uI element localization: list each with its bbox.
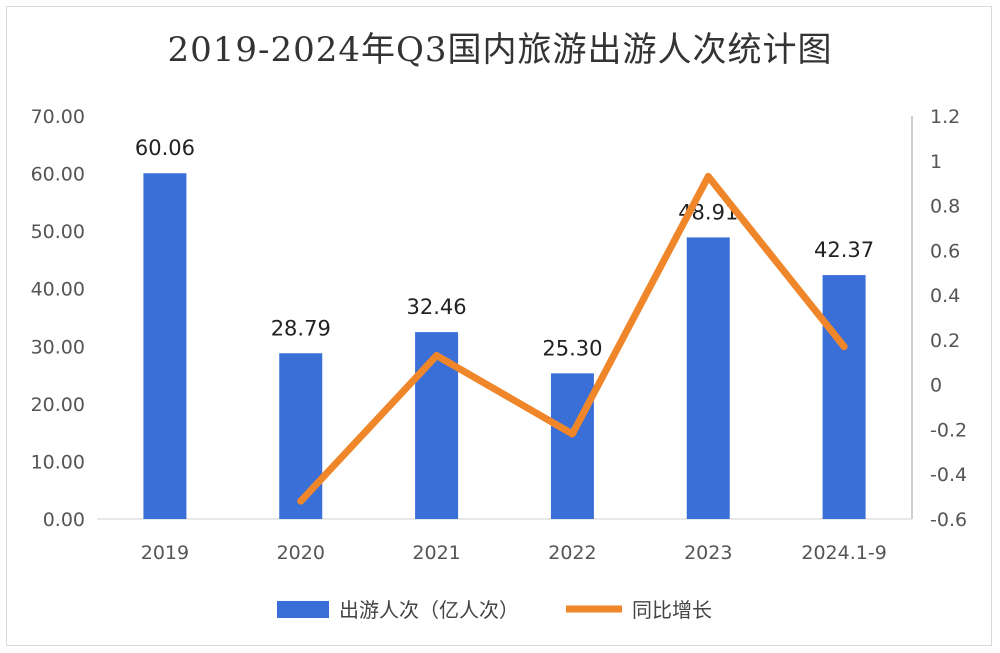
legend-line-label: 同比增长 bbox=[632, 598, 712, 622]
x-axis: 2019 2020 2021 2022 2023 2024.1-9 bbox=[141, 542, 887, 564]
legend-bar-label: 出游人次（亿人次） bbox=[339, 598, 519, 622]
bar-2020 bbox=[279, 353, 323, 519]
left-axis-tick-label: 20.00 bbox=[31, 394, 85, 416]
growth-point-2022 bbox=[568, 430, 576, 438]
growth-point-2023 bbox=[704, 172, 712, 180]
left-axis: 0.00 10.00 20.00 30.00 40.00 50.00 60.00 70.00 bbox=[31, 106, 85, 531]
left-axis-tick-label: 70.00 bbox=[31, 106, 85, 128]
right-axis-tick-label: 0 bbox=[930, 375, 942, 397]
right-axis-tick-label: -0.2 bbox=[930, 419, 967, 441]
left-axis-tick-label: 0.00 bbox=[43, 509, 85, 531]
bar-value-label: 25.30 bbox=[542, 336, 602, 360]
bar-2023 bbox=[686, 237, 730, 519]
growth-point-2024.1-9 bbox=[840, 343, 848, 351]
left-axis-tick-label: 50.00 bbox=[31, 221, 85, 243]
bar-value-label: 60.06 bbox=[135, 136, 195, 160]
right-axis-tick-label: 1.2 bbox=[930, 106, 960, 128]
right-axis-tick-label: 0.6 bbox=[930, 240, 960, 262]
x-axis-tick-label: 2022 bbox=[548, 542, 596, 564]
right-axis-tick-label: 0.8 bbox=[930, 196, 960, 218]
x-axis-tick-label: 2019 bbox=[141, 542, 189, 564]
right-axis-tick-label: -0.4 bbox=[930, 464, 967, 486]
x-axis-tick-label: 2023 bbox=[684, 542, 732, 564]
x-axis-tick-label: 2020 bbox=[277, 542, 325, 564]
right-axis: -0.6 -0.4 -0.2 0 0.2 0.4 0.6 0.8 1 1.2 bbox=[930, 106, 967, 531]
x-axis-tick-label: 2021 bbox=[412, 542, 460, 564]
legend-bar-swatch bbox=[277, 601, 329, 618]
bar-series bbox=[143, 173, 866, 519]
bar-2024.1-9 bbox=[822, 275, 866, 519]
bar-2022 bbox=[550, 373, 594, 519]
bar-value-label: 28.79 bbox=[271, 316, 331, 340]
left-axis-tick-label: 60.00 bbox=[31, 164, 85, 186]
chart-title: 2019-2024年Q3国内旅游出游人次统计图 bbox=[167, 30, 833, 70]
line-series bbox=[297, 172, 848, 505]
right-axis-tick-label: 1 bbox=[930, 151, 942, 173]
right-axis-tick-label: -0.6 bbox=[930, 509, 967, 531]
right-axis-tick-label: 0.2 bbox=[930, 330, 960, 352]
growth-point-2021 bbox=[433, 352, 441, 360]
growth-point-2020 bbox=[297, 497, 305, 505]
bar-value-label: 42.37 bbox=[814, 238, 874, 262]
bar-2019 bbox=[143, 173, 187, 519]
left-axis-tick-label: 10.00 bbox=[31, 451, 85, 473]
right-axis-tick-label: 0.4 bbox=[930, 285, 960, 307]
left-axis-tick-label: 40.00 bbox=[31, 279, 85, 301]
x-axis-tick-label: 2024.1-9 bbox=[801, 542, 886, 564]
left-axis-tick-label: 30.00 bbox=[31, 336, 85, 358]
legend: 出游人次（亿人次） 同比增长 bbox=[277, 598, 712, 622]
bar-value-label: 32.46 bbox=[407, 295, 467, 319]
